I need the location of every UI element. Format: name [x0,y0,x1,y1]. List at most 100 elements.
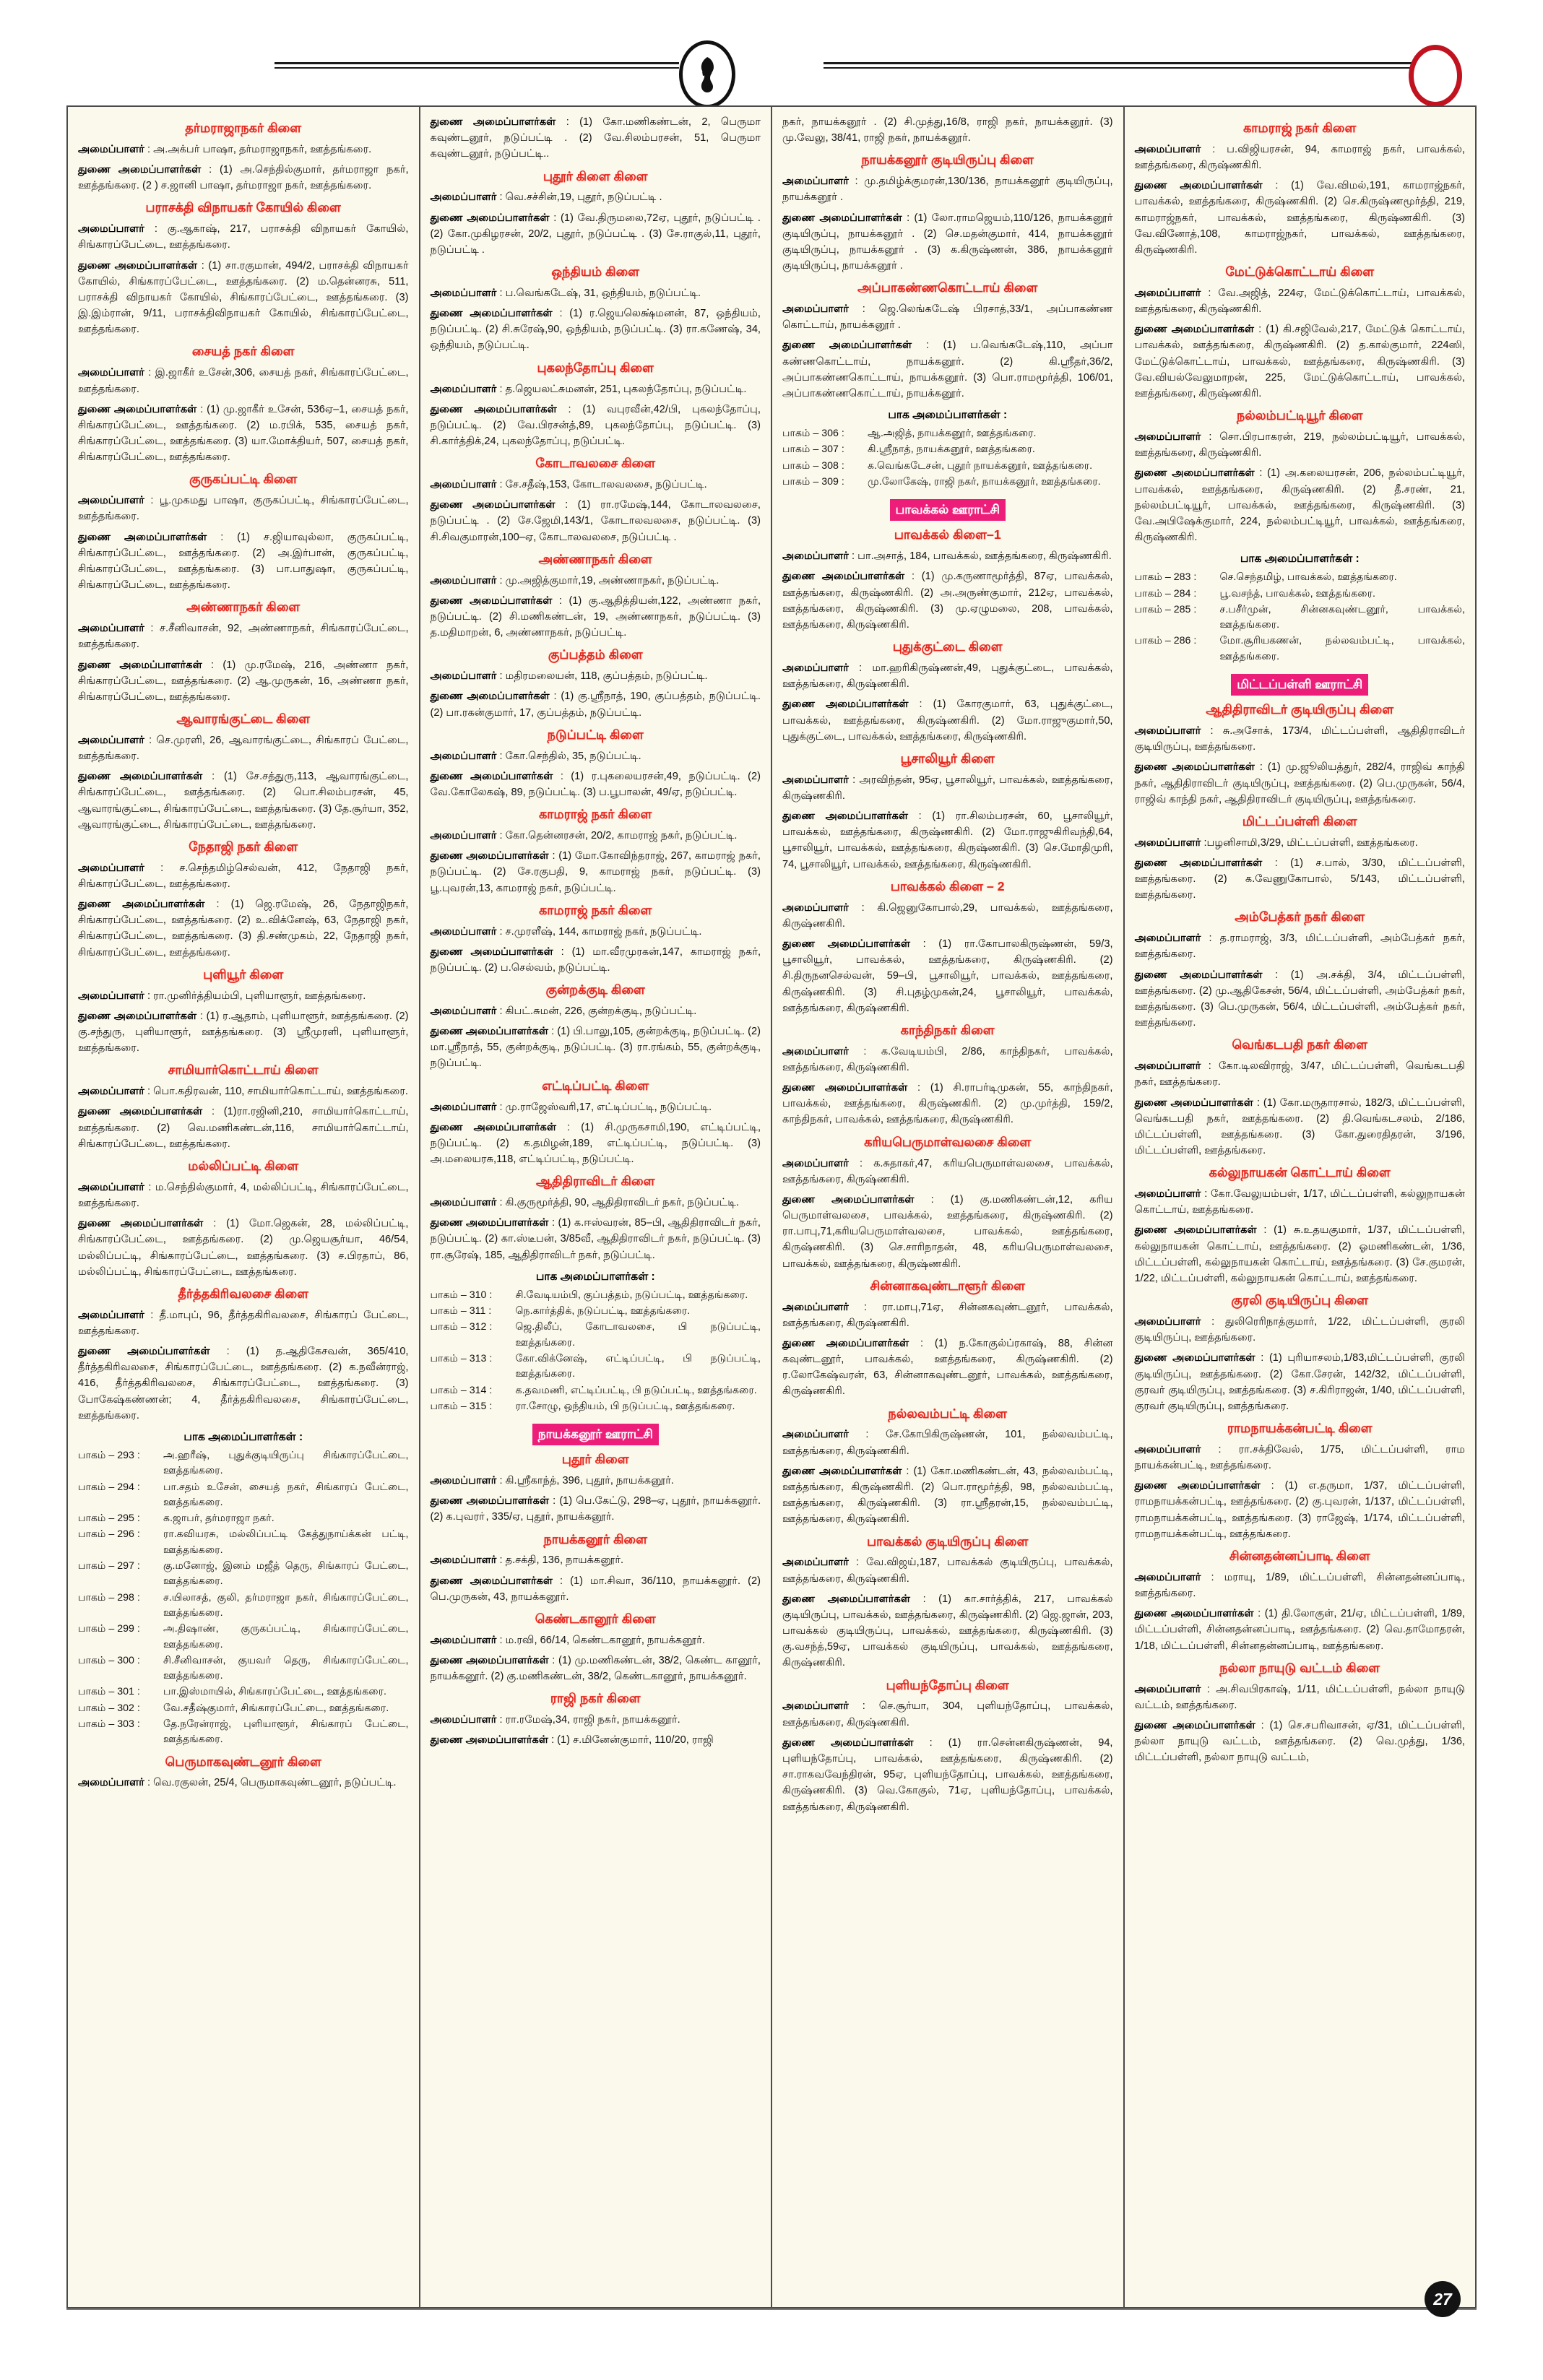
organizer-entry: அமைப்பாளர் : துலிரெரிநாத்குமார், 1/22, ம… [1135,1314,1466,1346]
organizer-entry: அமைப்பாளர் : ரா.சக்திவேல், 1/75, மிட்டப்… [1135,1442,1466,1474]
entry-text: : வெ.ரகுலன், 25/4, பெருமாகவுண்டனூர், நடு… [144,1777,397,1789]
organizer-entry: அமைப்பாளர் : சு.அசோக், 173/4, மிட்டப்பள்… [1135,723,1466,755]
entry-label: அமைப்பாளர் [782,901,849,914]
organizer-entry: அமைப்பாளர் : மதிரமலையன், 118, குப்பத்தம்… [431,668,761,684]
branch-heading: நேதாஜி நகர் கிளை [189,839,298,854]
entry-label: அமைப்பாளர் [782,303,849,316]
branch-heading: மேட்டுக்கொட்டாய் கிளை [1225,264,1375,280]
entry-label: அமைப்பாளர் [1134,1060,1201,1073]
entry-label: துணை அமைப்பாளர்கள் [1134,761,1255,774]
decorative-ring-icon [1409,45,1462,107]
organizer-entry: துணை அமைப்பாளர்கள் : (1) ர.ஆதாம், புளியா… [78,1008,409,1057]
entry-text: : (1) மு.ரமேஷ், 216, அண்ணா நகர், சிங்கார… [78,659,409,703]
part-organizer-row: பாகம் – 285 : ச.பசீர்முன், சின்னகவுண்டனூர… [1135,602,1466,633]
entry-label: அமைப்பாளர் [430,1101,497,1113]
organizer-entry: துணை அமைப்பாளர்கள் : (1) ர.ஜெயலெக்ஷ்மனன்… [431,306,761,354]
organizer-entry: அமைப்பாளர் : மு.ராஜேஸ்வரி,17, எட்டிப்பட்… [431,1099,761,1115]
part-number: பாகம் – 298 : [78,1591,140,1604]
ward-banner: மிட்டப்பள்ளி ஊராட்சி [1231,674,1369,696]
entry-text: : (1) வபுரவீன்,42/பி, புகலந்தோப்பு, நடுப… [430,403,761,448]
entry-text: : (1) கோ.மருதாரசால், 182/3, மிட்டப்பள்ளி… [1134,1096,1466,1157]
part-organizer-row: பாகம் – 293 : அ.ஹரீஷ், புதுக்குடியிருப்பு… [78,1448,409,1479]
masthead [0,40,1543,108]
branch-heading: பாவக்கல் கிளை–1 [894,527,1001,542]
entry-label: துணை அமைப்பாளர்கள் [782,339,912,352]
entry-label: துணை அமைப்பாளர்கள் [78,771,203,783]
column-3: நகர், நாயக்கனூர் . (2) சி.முத்து,16/8, ர… [772,107,1125,2307]
part-organizers-heading: பாக அமைப்பாளர்கள் : [888,409,1008,422]
organizer-entry: துணை அமைப்பாளர்கள் : (1) மோ.கோவிந்தராஜ்,… [431,848,761,896]
organizer-entry: துணை அமைப்பாளர்கள் : (1) லோ.ராமஜெயம்,110… [782,210,1113,274]
entry-text: : (1) எ.தருமா, 1/37, மிட்டப்பள்ளி, ராமநா… [1134,1480,1466,1540]
entry-text: : (1) ரா.சென்னகிருஷ்ணன், 94, புளியந்தோப்… [782,1736,1113,1813]
entry-label: துணை அமைப்பாளர்கள் [782,212,902,224]
organizer-entry: அமைப்பாளர் : ரா.முனிர்த்தியம்பி, புளியாள… [78,988,409,1004]
entry-label: துணை அமைப்பாளர்கள் [78,899,205,911]
masthead-rule-left [275,62,679,64]
part-organizer-row: பாகம் – 299 : அ.திஷாண், குருகப்பட்டி, சிங… [78,1622,409,1653]
entry-label: அமைப்பாளர் [430,574,497,587]
entry-text: : (1) வே.விமல்,191, காமராஜ்நகர், பாவக்கல… [1134,180,1466,256]
entry-label: துணை அமைப்பாளர்கள் [1134,1352,1255,1364]
branch-heading: காமராஜ் நகர் கிளை [539,902,652,917]
organizer-entry: அமைப்பாளர் : மு.அஜித்குமார்,19, அண்ணாநகர… [431,573,761,589]
branch-heading: புகலந்தோப்பு கிளை [537,360,654,375]
organizer-entry: அமைப்பாளர் : செ.முரளி, 26, ஆவாரங்குட்டை,… [78,732,409,764]
entry-text: : (1) மு.ஜாகீர் உசேன், 536ஏ–1, சையத் நகர… [78,403,409,464]
organizer-entry: துணை அமைப்பாளர்கள் : (1) ர.புகலையரசன்,49… [431,769,761,800]
organizer-entry: துணை அமைப்பாளர்கள் : (1) மு.மணிகண்டன், 3… [431,1653,761,1684]
organizer-entry: துணை அமைப்பாளர்கள் : (1) த.ஆதிகேசவன், 36… [78,1343,409,1424]
organizer-entry: துணை அமைப்பாளர்கள் : (1) செ.சபரிவாசன், ஏ… [1135,1718,1466,1766]
entry-text: : பொ.கதிரவன், 110, சாமியார்கொட்டாய், ஊத்… [144,1086,408,1098]
part-number: பாகம் – 302 : [78,1702,140,1714]
part-organizer-name: ச.யிலாசத், குலி, தர்மராஜா நகர், சிங்காரப… [163,1591,409,1619]
entry-text: : (1) கோ.மணிகண்டன், 2, பெருமா கவுண்டனூர்… [430,116,761,160]
entry-label: துணை அமைப்பாளர்கள் [430,499,556,511]
entry-text: : மதிரமலையன், 118, குப்பத்தம், நடுப்பட்ட… [496,670,708,683]
organizer-entry: துணை அமைப்பாளர்கள் : (1) கோ.மணிகண்டன், 4… [782,1463,1113,1528]
organizer-entry: அமைப்பாளர் : சே.கோபிகிருஷ்ணன், 101, நல்ல… [782,1427,1113,1458]
entry-label: துணை அமைப்பாளர்கள் [78,403,197,415]
entry-text: : மு.தமிழ்க்குமரன்,130/136, நாயக்கனூர் க… [782,176,1113,204]
entry-text: : (1) அ.சக்தி, 3/4, மிட்டப்பள்ளி, ஊத்தங்… [1134,969,1466,1029]
organizer-entry: அமைப்பாளர் : பா.அசாத், 184, பாவக்கல், ஊத… [782,548,1113,564]
entry-label: துணை அமைப்பாளர்கள் [782,571,905,583]
part-organizer-row: பாகம் – 306 : ஆ.அஜித், நாயக்கனூர், ஊத்தங்… [782,426,1113,441]
entry-text: : (1) சி.முருகசாமி,190, எட்டிப்பட்டி, நட… [430,1121,761,1166]
entry-text: : சே.சதீஷ்,153, கோடாலவலசை, நடுப்பட்டி. [496,479,707,491]
entry-text: : (1) அ.செந்தில்குமார், தர்மராஜா நகர், ஊ… [78,164,409,192]
entry-label: அமைப்பாளர் [430,1634,497,1646]
branch-heading: ஆவாரங்குட்டை கிளை [176,711,311,727]
masthead-rule-right-second [824,67,1423,69]
organizer-entry: அமைப்பாளர் : வே.அஜித், 224ஏ, மேட்டுக்கொட… [1135,285,1466,317]
organizer-entry: அமைப்பாளர் : கோ.செந்தில், 35, நடுப்பட்டி… [431,748,761,764]
branch-heading: புளியூர் கிளை [203,966,284,982]
part-number: பாகம் – 285 : [1134,603,1197,615]
entry-label: துணை அமைப்பாளர்கள் [782,938,911,951]
entry-text: : (1) சி.ராபர்டிமுகன், 55, காந்திநகர், ப… [782,1082,1113,1126]
entry-text: : (1) அ.கலையரசன், 206, நல்லம்பட்டியூர், … [1134,467,1466,544]
organizer-entry: அமைப்பாளர் : கோ.தென்னரசன், 20/2, காமராஜ்… [431,828,761,844]
entry-label: துணை அமைப்பாளர்கள் [78,659,202,671]
branch-heading: ராமநாயக்கன்பட்டி கிளை [1227,1421,1373,1436]
branch-heading: சின்னதன்னப்பாடி கிளை [1229,1548,1370,1563]
entry-label: அமைப்பாளர் [430,479,497,491]
column-2: துணை அமைப்பாளர்கள் : (1) கோ.மணிகண்டன், 2… [420,107,772,2307]
entry-text: : (1) பி.பாலு,105, குன்றக்குடி, நடுப்பட்… [430,1026,761,1070]
entry-text: : (1) ந.கோகுல்ப்ரகாஷ், 88, சின்ன கவுண்டன… [782,1337,1113,1398]
organizer-entry: அமைப்பாளர் : ப.வெங்கடேஷ், 31, ஒந்தியம், … [431,285,761,301]
entry-text: : (1) மோ.ஜெகன், 28, மல்லிப்பட்டி, சிங்கா… [78,1218,409,1278]
part-organizer-row: பாகம் – 301 : பா.இஸ்மாயில், சிங்காரப்பேட்… [78,1684,409,1700]
organizer-entry: அமைப்பாளர் : மு.தமிழ்க்குமரன்,130/136, ந… [782,173,1113,205]
organizer-entry: துணை அமைப்பாளர்கள் : (1) ந.கோகுல்ப்ரகாஷ்… [782,1336,1113,1400]
organizer-entry: துணை அமைப்பாளர்கள் : (1) வபுரவீன்,42/பி,… [431,402,761,450]
column-4: காமராஜ் நகர் கிளை அமைப்பாளர் : ப.விஜியரசன… [1125,107,1476,2307]
branch-heading: பூசாலியூர் கிளை [900,750,995,766]
branch-heading: கரியபெருமாள்வலசை கிளை [864,1134,1032,1149]
part-organizer-list: பாகம் – 283 : செ.செந்தமிழ், பாவக்கல், ஊத்… [1135,570,1466,665]
entry-label: துணை அமைப்பாளர்கள் [430,594,553,607]
entry-text: : மராயு, 1/89, மிட்டப்பள்ளி, சின்னதன்னப்… [1134,1571,1466,1599]
part-number: பாகம் – 309 : [782,476,844,488]
branch-heading: ராஜி நகர் கிளை [550,1691,641,1706]
